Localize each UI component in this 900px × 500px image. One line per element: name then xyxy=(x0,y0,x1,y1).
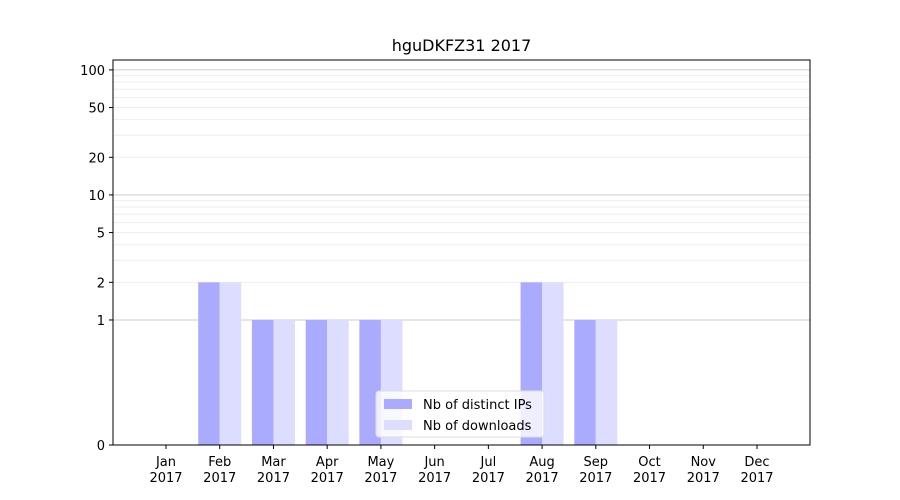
x-tick-label: Aug 2017 xyxy=(526,455,559,486)
bar xyxy=(542,282,564,445)
x-tick-label: Oct 2017 xyxy=(633,455,666,486)
bar xyxy=(273,319,295,445)
axis-ticks: 0 1 2 5 10 20 50 100 Jan 2017 Feb 2017 Mar 2017 Apr 201… xyxy=(80,64,773,486)
x-tick-label: May 2017 xyxy=(364,455,397,486)
bar xyxy=(574,319,596,445)
x-tick-label: Apr 2017 xyxy=(311,455,344,486)
x-tick-label: Nov 2017 xyxy=(687,455,720,486)
bar xyxy=(327,319,349,445)
y-tick-label: 10 xyxy=(88,189,105,204)
grid-lines xyxy=(113,69,810,321)
bar xyxy=(251,319,274,445)
x-tick-label: Jan 2017 xyxy=(149,455,182,486)
y-tick-label: 1 xyxy=(97,314,105,329)
y-tick-label: 0 xyxy=(97,439,105,454)
x-tick-label: Mar 2017 xyxy=(257,455,290,486)
legend: Nb of distinct IPs Nb of downloads xyxy=(375,390,545,438)
plot-frame xyxy=(112,59,811,446)
y-tick-label: 20 xyxy=(88,151,105,166)
y-tick-label: 5 xyxy=(97,227,105,242)
x-tick-label: Dec 2017 xyxy=(740,455,773,486)
x-tick-label: Jun 2017 xyxy=(418,455,451,486)
legend-box xyxy=(375,390,545,438)
y-tick-label: 2 xyxy=(97,276,105,291)
legend-label: Nb of distinct IPs xyxy=(423,398,532,413)
legend-label: Nb of downloads xyxy=(423,419,532,434)
bar xyxy=(198,282,220,445)
x-tick-label: Jul 2017 xyxy=(472,455,505,486)
bar xyxy=(219,282,242,445)
bar xyxy=(595,319,618,445)
y-tick-label: 50 xyxy=(88,102,105,117)
x-tick-label: Sep 2017 xyxy=(579,455,612,486)
x-tick-label: Feb 2017 xyxy=(203,455,236,486)
chart-title: hguDKFZ31 2017 xyxy=(392,36,532,55)
y-tick-label: 100 xyxy=(80,64,105,79)
legend-swatch xyxy=(384,399,412,409)
bar xyxy=(305,319,328,445)
legend-swatch xyxy=(384,420,412,430)
